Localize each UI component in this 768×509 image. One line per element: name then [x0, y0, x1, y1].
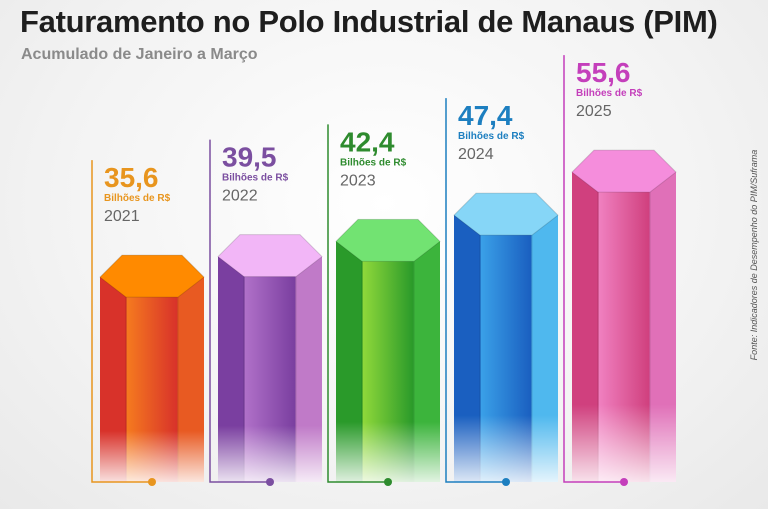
value-label: 35,6: [104, 162, 159, 193]
leader-dot: [148, 478, 156, 486]
bar-top: [335, 218, 441, 262]
unit-label: Bilhões de R$: [576, 88, 643, 99]
leader-line: [91, 160, 152, 483]
leader-line: [563, 55, 624, 483]
unit-label: Bilhões de R$: [222, 173, 289, 184]
year-label: 2021: [104, 208, 140, 225]
chart-title: Faturamento no Polo Industrial de Manaus…: [20, 4, 718, 39]
unit-label: Bilhões de R$: [458, 131, 525, 142]
bar-2022: [217, 234, 323, 482]
bar-2025: [571, 149, 677, 482]
year-label: 2023: [340, 172, 376, 189]
bar-2024: [453, 192, 559, 482]
value-label: 55,6: [576, 57, 631, 88]
year-label: 2024: [458, 146, 494, 163]
bar-top: [453, 192, 559, 236]
value-label: 39,5: [222, 142, 277, 173]
bar-top: [217, 234, 323, 278]
value-label: 47,4: [458, 100, 513, 131]
leader-line: [209, 139, 270, 483]
bar-top: [99, 254, 205, 298]
leader-dot: [620, 478, 628, 486]
bar-fade: [454, 215, 558, 482]
source-note: Fonte: Indicadores de Desempenho do PIM/…: [749, 149, 759, 361]
bar-fade: [572, 172, 676, 482]
leader-line: [327, 124, 388, 483]
leader-dot: [266, 478, 274, 486]
value-label: 42,4: [340, 126, 395, 157]
leader-line: [445, 98, 506, 483]
leader-dot: [384, 478, 392, 486]
bar-2023: [335, 218, 441, 482]
unit-label: Bilhões de R$: [340, 157, 407, 168]
bar-fade: [100, 277, 204, 482]
bar-fade: [336, 241, 440, 482]
bar-2021: [99, 254, 205, 482]
unit-label: Bilhões de R$: [104, 193, 171, 204]
leader-dot: [502, 478, 510, 486]
year-label: 2022: [222, 188, 258, 205]
chart-subtitle: Acumulado de Janeiro a Março: [21, 46, 258, 63]
bar-top: [571, 149, 677, 193]
bar-fade: [218, 256, 322, 482]
year-label: 2025: [576, 103, 612, 120]
